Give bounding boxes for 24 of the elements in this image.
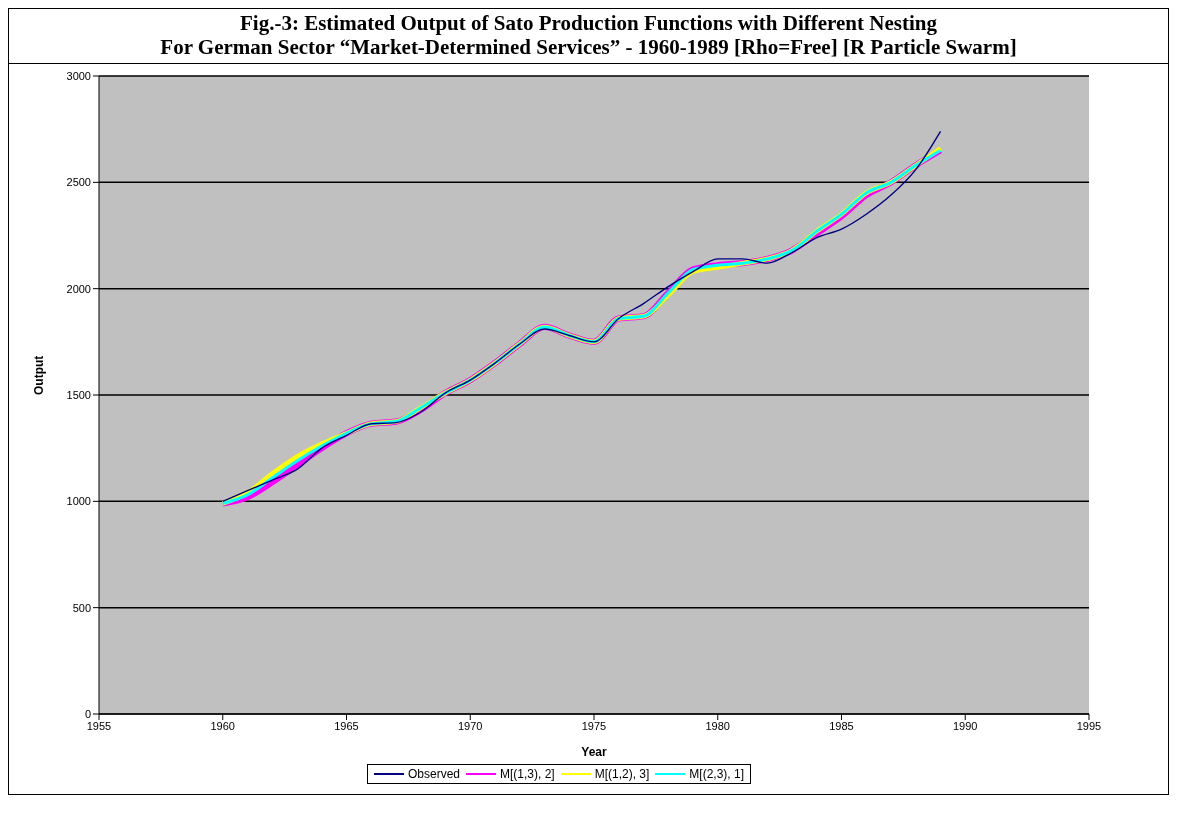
y-axis-title: Output [32, 355, 47, 395]
y-tick-label: 0 [84, 707, 91, 720]
chart-subtitle: For German Sector “Market-Determined Services” - 1960-1989 [Rho=Free] [R Particle Swarm] [159, 35, 1018, 59]
legend-label: M[(1,2), 3] [593, 767, 650, 781]
x-tick-label: 1970 [458, 719, 483, 732]
y-tick-label: 1000 [66, 495, 91, 508]
legend-label: M[(2,3), 1] [688, 767, 745, 781]
x-tick-label: 1990 [953, 719, 978, 732]
y-tick-label: 1500 [66, 388, 91, 401]
legend-label: M[(1,3), 2] [499, 767, 555, 781]
legend-label: Observed [406, 767, 460, 781]
x-tick-label: 1995 [1076, 719, 1102, 732]
x-tick-label: 1975 [581, 719, 607, 732]
x-axis-title: Year [581, 745, 608, 759]
x-tick-label: 1965 [334, 719, 359, 732]
y-tick-label: 2000 [66, 282, 91, 295]
y-tick-label: 500 [72, 601, 91, 614]
chart-title: Fig.-3: Estimated Output of Sato Production Functions with Different Nesting [239, 11, 938, 35]
x-tick-label: 1960 [210, 719, 235, 732]
x-tick-label: 1980 [705, 719, 730, 732]
x-tick-label: 1985 [829, 719, 854, 732]
y-tick-label: 2500 [66, 176, 91, 189]
y-tick-label: 3000 [66, 69, 91, 82]
x-tick-label: 1955 [86, 719, 112, 732]
